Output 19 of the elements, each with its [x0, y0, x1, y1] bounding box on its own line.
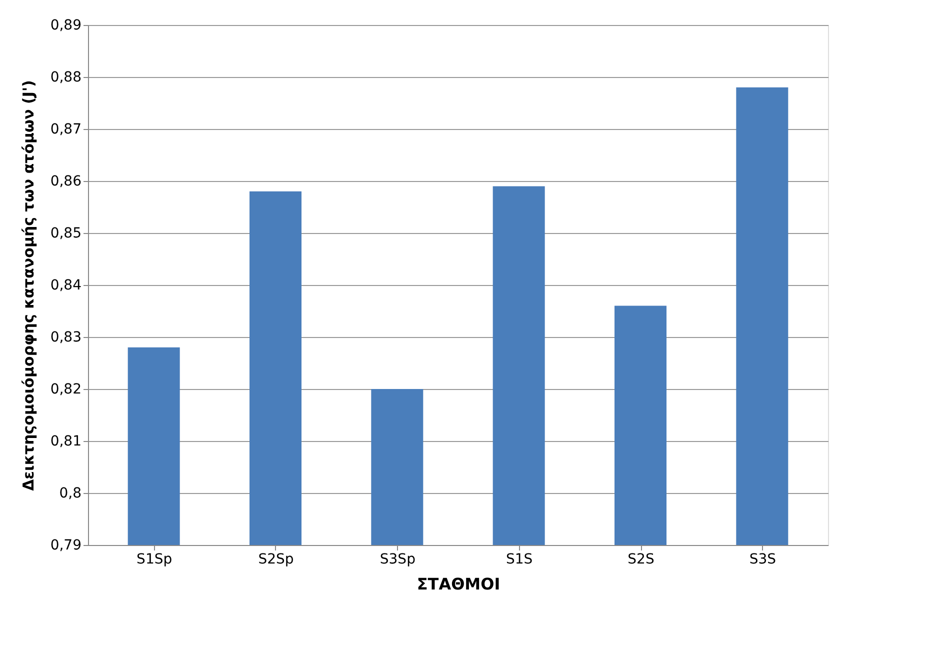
y-tick-label: 0,79: [50, 538, 82, 554]
x-tick-label: S3Sp: [380, 552, 416, 568]
x-tick-label: S1Sp: [136, 552, 172, 568]
x-tick-label: S2S: [628, 552, 654, 568]
x-tick-label: S3S: [749, 552, 776, 568]
y-tick-label: 0,83: [50, 330, 82, 346]
y-tick-label: 0,82: [50, 382, 82, 398]
x-tick-label: S1S: [506, 552, 533, 568]
y-tick-label: 0,84: [50, 278, 82, 294]
x-tick-label: S2Sp: [258, 552, 294, 568]
y-tick-label: 0,86: [50, 174, 82, 190]
y-tick-label: 0,88: [50, 70, 82, 86]
y-tick-label: 0,8: [59, 486, 82, 502]
y-tick-label: 0,81: [50, 434, 82, 450]
x-axis-title: ΣΤΑΘΜΟΙ: [416, 574, 500, 594]
y-tick-label: 0,85: [50, 226, 82, 242]
y-tick-label: 0,87: [50, 122, 82, 138]
y-tick-label: 0,89: [50, 18, 82, 34]
y-axis-title: Δεικτηςομοιόμορφης κατανομής των ατόμων (J'): [19, 80, 38, 491]
